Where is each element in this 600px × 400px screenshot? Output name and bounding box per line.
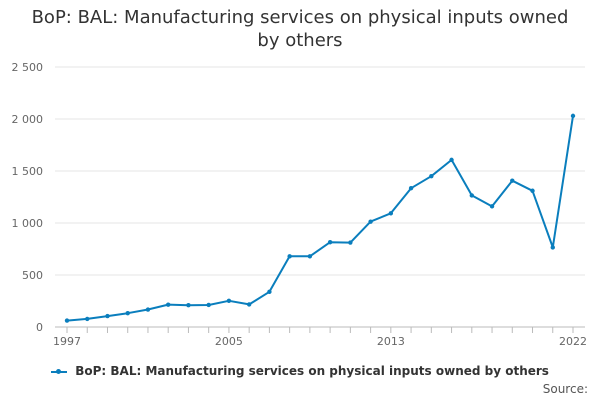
- grid-lines: [55, 66, 585, 328]
- data-point-1999[interactable]: [105, 313, 110, 319]
- data-point-2006[interactable]: [246, 302, 252, 307]
- legend-swatch: [51, 368, 68, 374]
- data-point-2001[interactable]: [145, 307, 151, 312]
- data-point-2013[interactable]: [388, 211, 394, 216]
- data-point-1998[interactable]: [85, 316, 90, 322]
- data-point-2004[interactable]: [206, 302, 211, 308]
- data-point-2012[interactable]: [368, 219, 373, 224]
- chart-title-line-2: by others: [257, 30, 343, 51]
- x-tick-label-2005: 2005: [215, 335, 243, 348]
- x-tick-label-2013: 2013: [377, 335, 405, 348]
- data-point-2014[interactable]: [408, 185, 414, 191]
- x-tick-label-1997: 1997: [53, 335, 81, 348]
- data-point-2003[interactable]: [186, 302, 191, 308]
- data-point-2017[interactable]: [469, 193, 474, 198]
- source-label: Source:: [542, 382, 588, 396]
- data-point-2005[interactable]: [226, 298, 232, 303]
- legend[interactable]: BoP: BAL: Manufacturing services on phys…: [0, 364, 600, 378]
- data-point-2002[interactable]: [166, 302, 171, 307]
- data-point-1997[interactable]: [64, 318, 70, 323]
- y-axis-tick-labels: 0 500 1 000 1 500 2 000 2 500: [12, 61, 44, 334]
- data-point-2010[interactable]: [327, 240, 333, 245]
- series-line-group: [64, 113, 576, 323]
- y-tick-label: 0: [36, 321, 43, 334]
- chart-title-line-1: BoP: BAL: Manufacturing services on phys…: [31, 7, 569, 28]
- data-point-2016[interactable]: [449, 157, 454, 163]
- data-point-2007[interactable]: [267, 289, 272, 295]
- data-point-2000[interactable]: [125, 310, 130, 316]
- series-line: [66, 115, 574, 322]
- data-point-2021[interactable]: [550, 245, 555, 250]
- x-tick-label-2022: 2022: [559, 335, 587, 348]
- data-point-2018[interactable]: [489, 204, 495, 209]
- legend-label: BoP: BAL: Manufacturing services on phys…: [75, 364, 549, 378]
- chart-title: BoP: BAL: Manufacturing services on phys…: [0, 6, 600, 52]
- x-axis: 1997 2005 2013 2022: [53, 327, 587, 348]
- data-point-2015[interactable]: [429, 174, 434, 179]
- y-tick-label: 2 500: [12, 61, 44, 74]
- data-point-2020[interactable]: [530, 188, 535, 193]
- data-point-2009[interactable]: [307, 254, 313, 259]
- y-tick-label: 500: [22, 269, 43, 282]
- data-point-2019[interactable]: [510, 178, 515, 183]
- y-tick-label: 1 000: [12, 217, 44, 230]
- data-point-2011[interactable]: [348, 240, 353, 245]
- y-tick-label: 1 500: [12, 165, 44, 178]
- data-point-2008[interactable]: [287, 254, 292, 259]
- y-tick-label: 2 000: [12, 113, 44, 126]
- data-point-2022[interactable]: [570, 113, 576, 119]
